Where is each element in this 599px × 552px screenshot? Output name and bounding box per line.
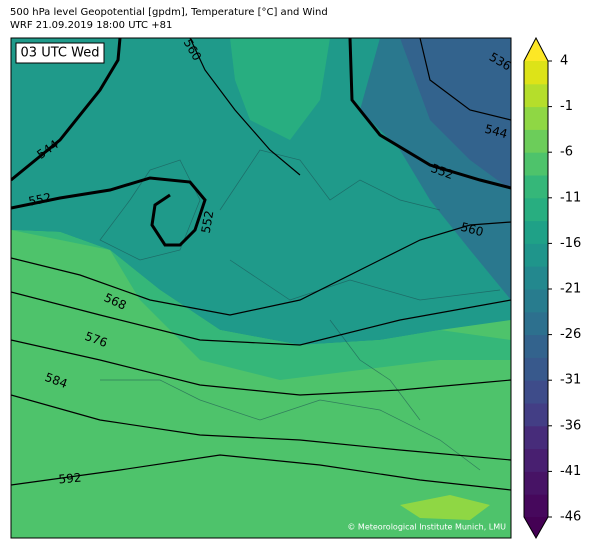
colorbar-band: [524, 403, 548, 427]
colorbar-band: [524, 152, 548, 176]
colorbar-band: [524, 243, 548, 267]
contour-label: 560: [459, 220, 485, 239]
contour: [11, 339, 511, 396]
time-label: 03 UTC Wed: [21, 46, 100, 61]
colorbar: 4 -1 -6 -11 -16 -21 -26 -31 -36 -41 -46: [523, 36, 581, 540]
contour: [11, 454, 511, 491]
contour: [11, 176, 207, 247]
colorbar-band: [524, 197, 548, 222]
contour: [11, 394, 511, 461]
transition-region: [11, 230, 511, 380]
contour: [11, 38, 122, 182]
colorbar-band: [524, 289, 548, 313]
colorbar-band: [524, 357, 548, 381]
contour: [189, 38, 301, 176]
colorbar-band: [524, 83, 548, 108]
colorbar-tick-label: -31: [560, 373, 581, 388]
warm-tongue: [230, 38, 330, 140]
colorbar-tick-label: -26: [560, 327, 581, 342]
contour: [419, 38, 511, 121]
colorbar-tick-label: -1: [560, 99, 573, 114]
colorbar-band: [524, 471, 548, 495]
contour-label: 552: [27, 190, 52, 208]
title: 500 hPa level Geopotential [gpdm], Tempe…: [10, 7, 328, 18]
colorbar-band: [524, 175, 548, 199]
borders: [99, 149, 501, 471]
colorbar-band: [524, 129, 548, 153]
colorbar-over: [524, 38, 548, 61]
colorbar-tick-label: -46: [560, 510, 581, 525]
cold-core: [400, 38, 511, 190]
colorbar-tick-label: -16: [560, 236, 581, 251]
contour: [11, 291, 511, 346]
contour-label: 552: [199, 209, 217, 234]
map: 03 UTC Wed 544 552 560 552 536 544 552 5…: [10, 36, 514, 539]
colorbar-band: [524, 425, 548, 450]
colorbar-band: [524, 266, 548, 290]
contour: [348, 38, 511, 190]
colorbar-band: [524, 61, 548, 85]
colorbar-tick-label: -11: [560, 190, 581, 205]
colorbar-band: [524, 311, 548, 336]
time-box: [15, 42, 105, 64]
colorbar-band: [524, 494, 548, 518]
contour-label: 544: [483, 122, 509, 141]
colorbar-tick-label: -36: [560, 418, 581, 433]
warm-spot: [400, 495, 490, 520]
colorbar-band: [524, 106, 548, 130]
map-frame: [10, 37, 512, 539]
contour-label: 592: [58, 471, 82, 487]
colorbar-tick-label: -21: [560, 282, 581, 297]
warm-region: [11, 230, 511, 538]
colorbar-under: [524, 517, 548, 538]
credit: © Meteorological Institute Munich, LMU: [347, 523, 506, 532]
colorbar-tick-label: 4: [560, 54, 568, 69]
colorbar-band: [524, 334, 548, 358]
contour: [11, 221, 511, 316]
colorbar-band: [524, 448, 548, 472]
colorbar-tick-label: -6: [560, 145, 573, 160]
colorbar-band: [524, 380, 548, 404]
colorbar-tick-label: -41: [560, 464, 581, 479]
subtitle: WRF 21.09.2019 18:00 UTC +81: [10, 20, 172, 31]
colorbar-band: [524, 220, 548, 244]
